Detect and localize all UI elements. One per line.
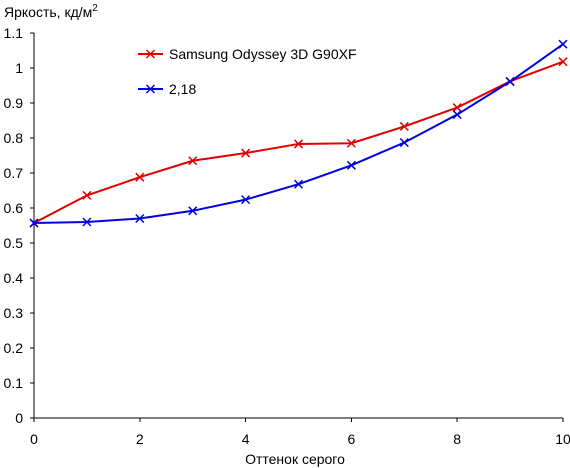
y-tick-label: 0.8 [4, 130, 24, 146]
axes [33, 33, 563, 419]
y-tick-label: 0.4 [4, 270, 24, 286]
data-point [241, 195, 251, 205]
y-axis-title-text: Яркость, кд/м [4, 4, 92, 20]
series-line [33, 43, 564, 225]
y-tick-label: 0.7 [4, 165, 24, 181]
data-point [399, 121, 409, 131]
series-1 [29, 57, 568, 228]
y-tick-label: 0.6 [4, 200, 24, 216]
data-point [452, 110, 462, 120]
y-axis-ticks: 0 0.1 0.2 0.3 0.4 0.5 0.6 0.7 0.8 0.9 1 1.1 [4, 25, 34, 426]
legend-marker [145, 84, 156, 94]
legend-item: 2,18 [138, 81, 196, 97]
data-point [558, 57, 568, 67]
data-point [82, 217, 92, 227]
legend-label: 2,18 [169, 81, 196, 97]
x-tick-label: 6 [348, 431, 356, 447]
legend: Samsung Odyssey 3D G90XF 2,18 [138, 46, 357, 97]
y-tick-label: 0 [15, 410, 23, 426]
data-point [188, 206, 198, 216]
data-point [188, 156, 198, 166]
x-tick-label: 2 [136, 431, 144, 447]
x-tick-label: 4 [242, 431, 250, 447]
y-tick-label: 1 [15, 60, 23, 76]
x-tick-label: 0 [30, 431, 38, 447]
data-point [505, 77, 515, 87]
data-point [558, 39, 568, 49]
y-tick-label: 0.5 [4, 235, 24, 251]
data-point [346, 138, 356, 148]
y-tick-label: 1.1 [4, 25, 24, 41]
y-tick-label: 0.3 [4, 305, 24, 321]
data-point [346, 160, 356, 170]
data-point [399, 138, 409, 148]
legend-marker [145, 49, 156, 59]
series-layer [29, 39, 568, 228]
x-tick-label: 8 [453, 431, 461, 447]
series-2 [29, 39, 568, 228]
y-axis-title: Яркость, кд/м2 [4, 3, 98, 20]
data-point [29, 218, 39, 228]
data-point [135, 172, 145, 182]
series-line [33, 60, 564, 224]
y-tick-label: 0.9 [4, 95, 24, 111]
y-axis-title-superscript: 2 [92, 3, 98, 14]
data-point [82, 190, 92, 200]
data-point [293, 139, 304, 149]
x-axis-title: Оттенок серого [245, 451, 345, 467]
legend-label: Samsung Odyssey 3D G90XF [169, 46, 357, 62]
data-point [241, 148, 251, 158]
data-point [135, 213, 145, 224]
x-tick-label: 10 [555, 431, 570, 447]
data-point [293, 179, 304, 189]
y-tick-label: 0.1 [4, 375, 24, 391]
data-point [452, 103, 462, 113]
x-axis-ticks: 0 2 4 6 8 10 [30, 418, 570, 447]
y-tick-label: 0.2 [4, 340, 24, 356]
legend-item: Samsung Odyssey 3D G90XF [138, 46, 357, 62]
